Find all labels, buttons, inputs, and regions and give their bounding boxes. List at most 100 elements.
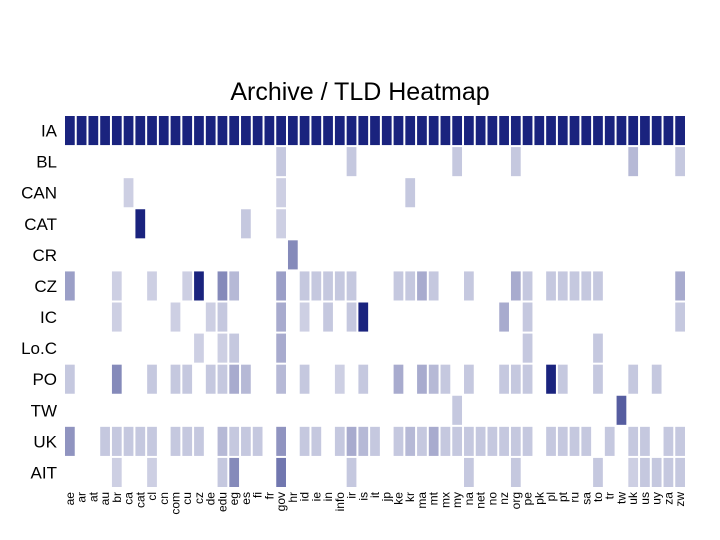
heatmap-cell-AIT-edu [217,457,228,487]
heatmap-cell-UK-cz [194,426,204,456]
heatmap-cell-IA-tr [604,116,615,146]
heatmap-cell-PO-cu [182,364,193,394]
column-label: pk [532,491,546,505]
heatmap-cell-AIT-uk [628,457,639,487]
heatmap-cell-IA-uk [628,116,639,146]
heatmap-cell-IA-net [475,116,486,146]
heatmap-cell-CZ-edu [217,271,228,301]
heatmap-cell-CZ-gov [276,271,286,301]
heatmap-cell-AIT-ir [346,457,357,487]
heatmap-cell-IA-nz [499,116,509,146]
heatmap-cell-IA-info [334,116,345,146]
column-label: zw [673,492,687,507]
heatmap-cell-UK-fi [252,426,263,456]
heatmap-cell-CZ-to [593,271,603,301]
column-label: ae [63,492,77,506]
heatmap-cell-CZ-info [334,271,345,301]
heatmap-cell-IA-ru [569,116,580,146]
row-label: CAT [24,215,57,234]
heatmap-cell-CZ-mt [428,271,439,301]
heatmap-cell-CZ-ir [346,271,357,301]
heatmap-cell-CAN-ca [123,178,134,208]
heatmap-cell-UK-cu [182,426,193,456]
heatmap-cell-IA-pt [557,116,568,146]
column-label: id [298,492,312,501]
heatmap-cell-BL-my [452,147,463,177]
heatmap-cell-PO-uk [628,364,639,394]
column-label: kr [403,492,417,502]
heatmap-cell-IA-pl [546,116,556,146]
heatmap-cell-CAN-gov [276,178,286,208]
heatmap-cell-IA-at [88,116,99,146]
heatmap-cell-UK-es [241,426,251,456]
column-label: pt [556,491,570,502]
heatmap-cell-PO-gov [276,364,286,394]
row-label: UK [33,432,57,451]
heatmap-cell-UK-net [475,426,486,456]
heatmap-cell-UK-zw [675,426,685,456]
column-label: ar [75,492,89,503]
heatmap-cell-Lo.C-edu [217,333,228,363]
heatmap-cell-UK-sa [581,426,592,456]
row-label: PO [32,370,57,389]
column-label: uk [626,491,640,505]
heatmap-cell-IA-es [241,116,251,146]
heatmap-cell-AIT-org [510,457,521,487]
heatmap-cell-IA-my [452,116,463,146]
column-label: org [509,492,523,509]
heatmap-cell-UK-is [358,426,369,456]
heatmap-cell-CZ-pl [546,271,556,301]
heatmap-cell-PO-edu [217,364,228,394]
heatmap-cell-UK-ma [417,426,427,456]
heatmap-cell-BL-uk [628,147,639,177]
heatmap-cell-IC-ir [346,302,357,332]
heatmap-cell-UK-kr [405,426,416,456]
column-label: ma [415,492,429,509]
heatmap-cell-UK-ca [123,426,134,456]
column-label: ke [391,492,405,505]
heatmap-cell-Lo.C-gov [276,333,286,363]
row-label: AIT [31,463,57,482]
heatmap-cell-IA-no [487,116,498,146]
heatmap-cell-CZ-sa [581,271,592,301]
column-label: fi [251,492,265,498]
heatmap-cell-IC-in [323,302,333,332]
heatmap-cell-PO-ke [393,364,404,394]
heatmap-cell-CZ-ie [311,271,322,301]
heatmap-cell-Lo.C-to [593,333,603,363]
heatmap-cell-IA-mt [428,116,439,146]
heatmap-cell-CZ-cu [182,271,193,301]
heatmap-cell-PO-to [593,364,603,394]
column-label: de [204,492,218,506]
column-label: pe [521,492,535,506]
heatmap-cell-IC-pe [522,302,533,332]
heatmap-cell-PO-ae [65,364,75,394]
heatmap-cell-UK-org [510,426,521,456]
column-label: pl [544,492,558,501]
heatmap-cell-UK-ir [346,426,357,456]
heatmap-cell-CZ-cz [194,271,204,301]
heatmap-cell-Lo.C-pe [522,333,533,363]
heatmap-cell-AIT-za [663,457,674,487]
column-label: us [638,492,652,505]
heatmap-cell-Lo.C-eg [229,333,240,363]
heatmap-cell-PO-pl [546,364,556,394]
column-label: in [321,492,335,501]
heatmap-cell-CZ-ma [417,271,427,301]
column-label: nz [497,492,511,505]
heatmap-cell-IA-za [663,116,674,146]
heatmap-cell-IA-us [640,116,650,146]
heatmap-cell-PO-info [334,364,345,394]
column-label: cu [180,492,194,505]
column-label: is [356,492,370,501]
column-label: tr [603,492,617,499]
column-label: fr [262,492,276,499]
column-label: it [368,491,382,498]
heatmap-cell-CZ-ke [393,271,404,301]
heatmap-cell-AIT-na [464,457,474,487]
heatmap-cell-UK-na [464,426,474,456]
heatmap-cell-UK-eg [229,426,240,456]
heatmap-cell-UK-com [170,426,181,456]
heatmap-cell-PO-mx [440,364,451,394]
column-label: ie [309,492,323,502]
